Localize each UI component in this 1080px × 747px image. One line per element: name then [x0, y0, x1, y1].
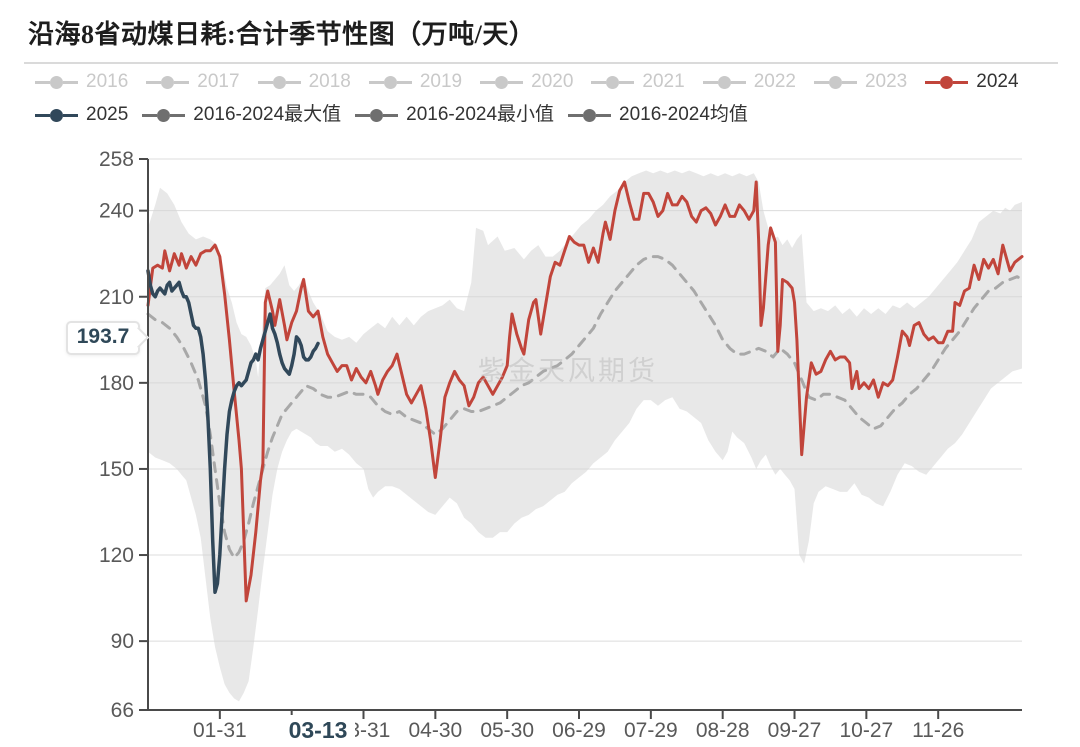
current-date-label: 03-13 — [289, 717, 348, 743]
y-tick-label: 66 — [111, 699, 134, 722]
legend-label: 2018 — [308, 71, 351, 92]
legend-item-2018[interactable]: 2018 — [257, 71, 351, 92]
legend-item-2022[interactable]: 2022 — [702, 71, 796, 92]
legend-item-2016-2024最小值[interactable]: 2016-2024最小值 — [355, 105, 554, 125]
legend-line-dot-icon — [480, 75, 524, 89]
legend-label: 2020 — [531, 71, 574, 92]
legend-row-aggregates: 2025 2016-2024最大值 2016-2024最小值 2016-2024均值 — [35, 105, 748, 125]
legend-line-dot-icon — [355, 108, 399, 122]
legend-line-dot-icon — [925, 75, 969, 89]
legend-line-dot-icon — [35, 108, 78, 122]
minmax-band — [148, 170, 1022, 702]
legend-label: 2016-2024最大值 — [193, 104, 342, 125]
legend-item-2024[interactable]: 2024 — [925, 71, 1019, 92]
legend-line-dot-icon — [146, 75, 190, 89]
latest-value-text: 193.7 — [76, 325, 130, 348]
latest-value-tag: 193.7 — [66, 321, 150, 355]
legend-label: 2021 — [642, 71, 685, 92]
legend-label: 2016 — [86, 71, 129, 92]
legend-line-dot-icon — [35, 75, 78, 89]
legend-line-dot-icon — [591, 75, 635, 89]
legend-item-2020[interactable]: 2020 — [480, 72, 573, 92]
legend-line-dot-icon — [813, 75, 857, 89]
x-tick-label: 10-27 — [839, 719, 893, 742]
legend-label: 2024 — [976, 71, 1019, 92]
x-tick-label: 09-27 — [768, 719, 822, 742]
x-tick-label: 06-29 — [552, 719, 606, 742]
highlight-label-mask — [281, 715, 356, 743]
legend-item-2021[interactable]: 2021 — [591, 71, 685, 92]
y-tick-label: 240 — [99, 200, 134, 223]
legend-line-dot-icon — [568, 108, 612, 122]
legend-line-dot-icon — [257, 75, 301, 89]
x-tick-label: 07-29 — [624, 719, 678, 742]
watermark: 紫金天风期货 — [478, 356, 658, 386]
legend-line-dot-icon — [702, 75, 746, 89]
legend-item-2017[interactable]: 2017 — [146, 71, 240, 92]
legend-item-2019[interactable]: 2019 — [368, 71, 463, 92]
legend-item-2016-2024最大值[interactable]: 2016-2024最大值 — [142, 105, 341, 125]
legend-label: 2022 — [753, 71, 796, 92]
x-tick-label: 01-31 — [193, 719, 247, 742]
legend-item-2025[interactable]: 2025 — [35, 105, 128, 125]
x-tick-label: 04-30 — [408, 719, 462, 742]
line-2025 — [146, 269, 320, 595]
mean-line-2016-2024 — [146, 255, 1024, 560]
legend-item-2016-2024均值[interactable]: 2016-2024均值 — [568, 105, 748, 125]
legend-label: 2016-2024最小值 — [406, 104, 555, 125]
y-tick-label: 180 — [99, 372, 134, 395]
legend-row-years: 2016 2017 2018 2019 2020 2021 2022 2023 2024 — [35, 72, 1019, 92]
legend-label: 2019 — [419, 71, 463, 92]
legend-label: 2016-2024均值 — [619, 104, 748, 125]
legend-item-2016[interactable]: 2016 — [35, 72, 128, 92]
x-tick-label: 05-30 — [480, 719, 534, 742]
y-tick-label: 210 — [99, 286, 134, 309]
legend-line-dot-icon — [142, 108, 186, 122]
page-title: 沿海8省动煤日耗:合计季节性图（万吨/天） — [28, 20, 536, 49]
line-2024 — [146, 180, 1024, 603]
legend-item-2023[interactable]: 2023 — [813, 71, 908, 92]
x-tick-label: 11-26 — [912, 719, 964, 742]
y-tick-label: 258 — [99, 148, 134, 171]
x-tick-label: 08-28 — [696, 719, 750, 742]
legend-divider — [24, 62, 1058, 64]
legend-label: 2025 — [86, 104, 129, 125]
y-tick-label: 150 — [99, 458, 134, 481]
y-tick-label: 90 — [111, 630, 134, 653]
legend-label: 2017 — [197, 71, 240, 92]
legend-line-dot-icon — [368, 75, 412, 89]
legend-label: 2023 — [864, 71, 908, 92]
y-tick-label: 120 — [99, 544, 134, 567]
